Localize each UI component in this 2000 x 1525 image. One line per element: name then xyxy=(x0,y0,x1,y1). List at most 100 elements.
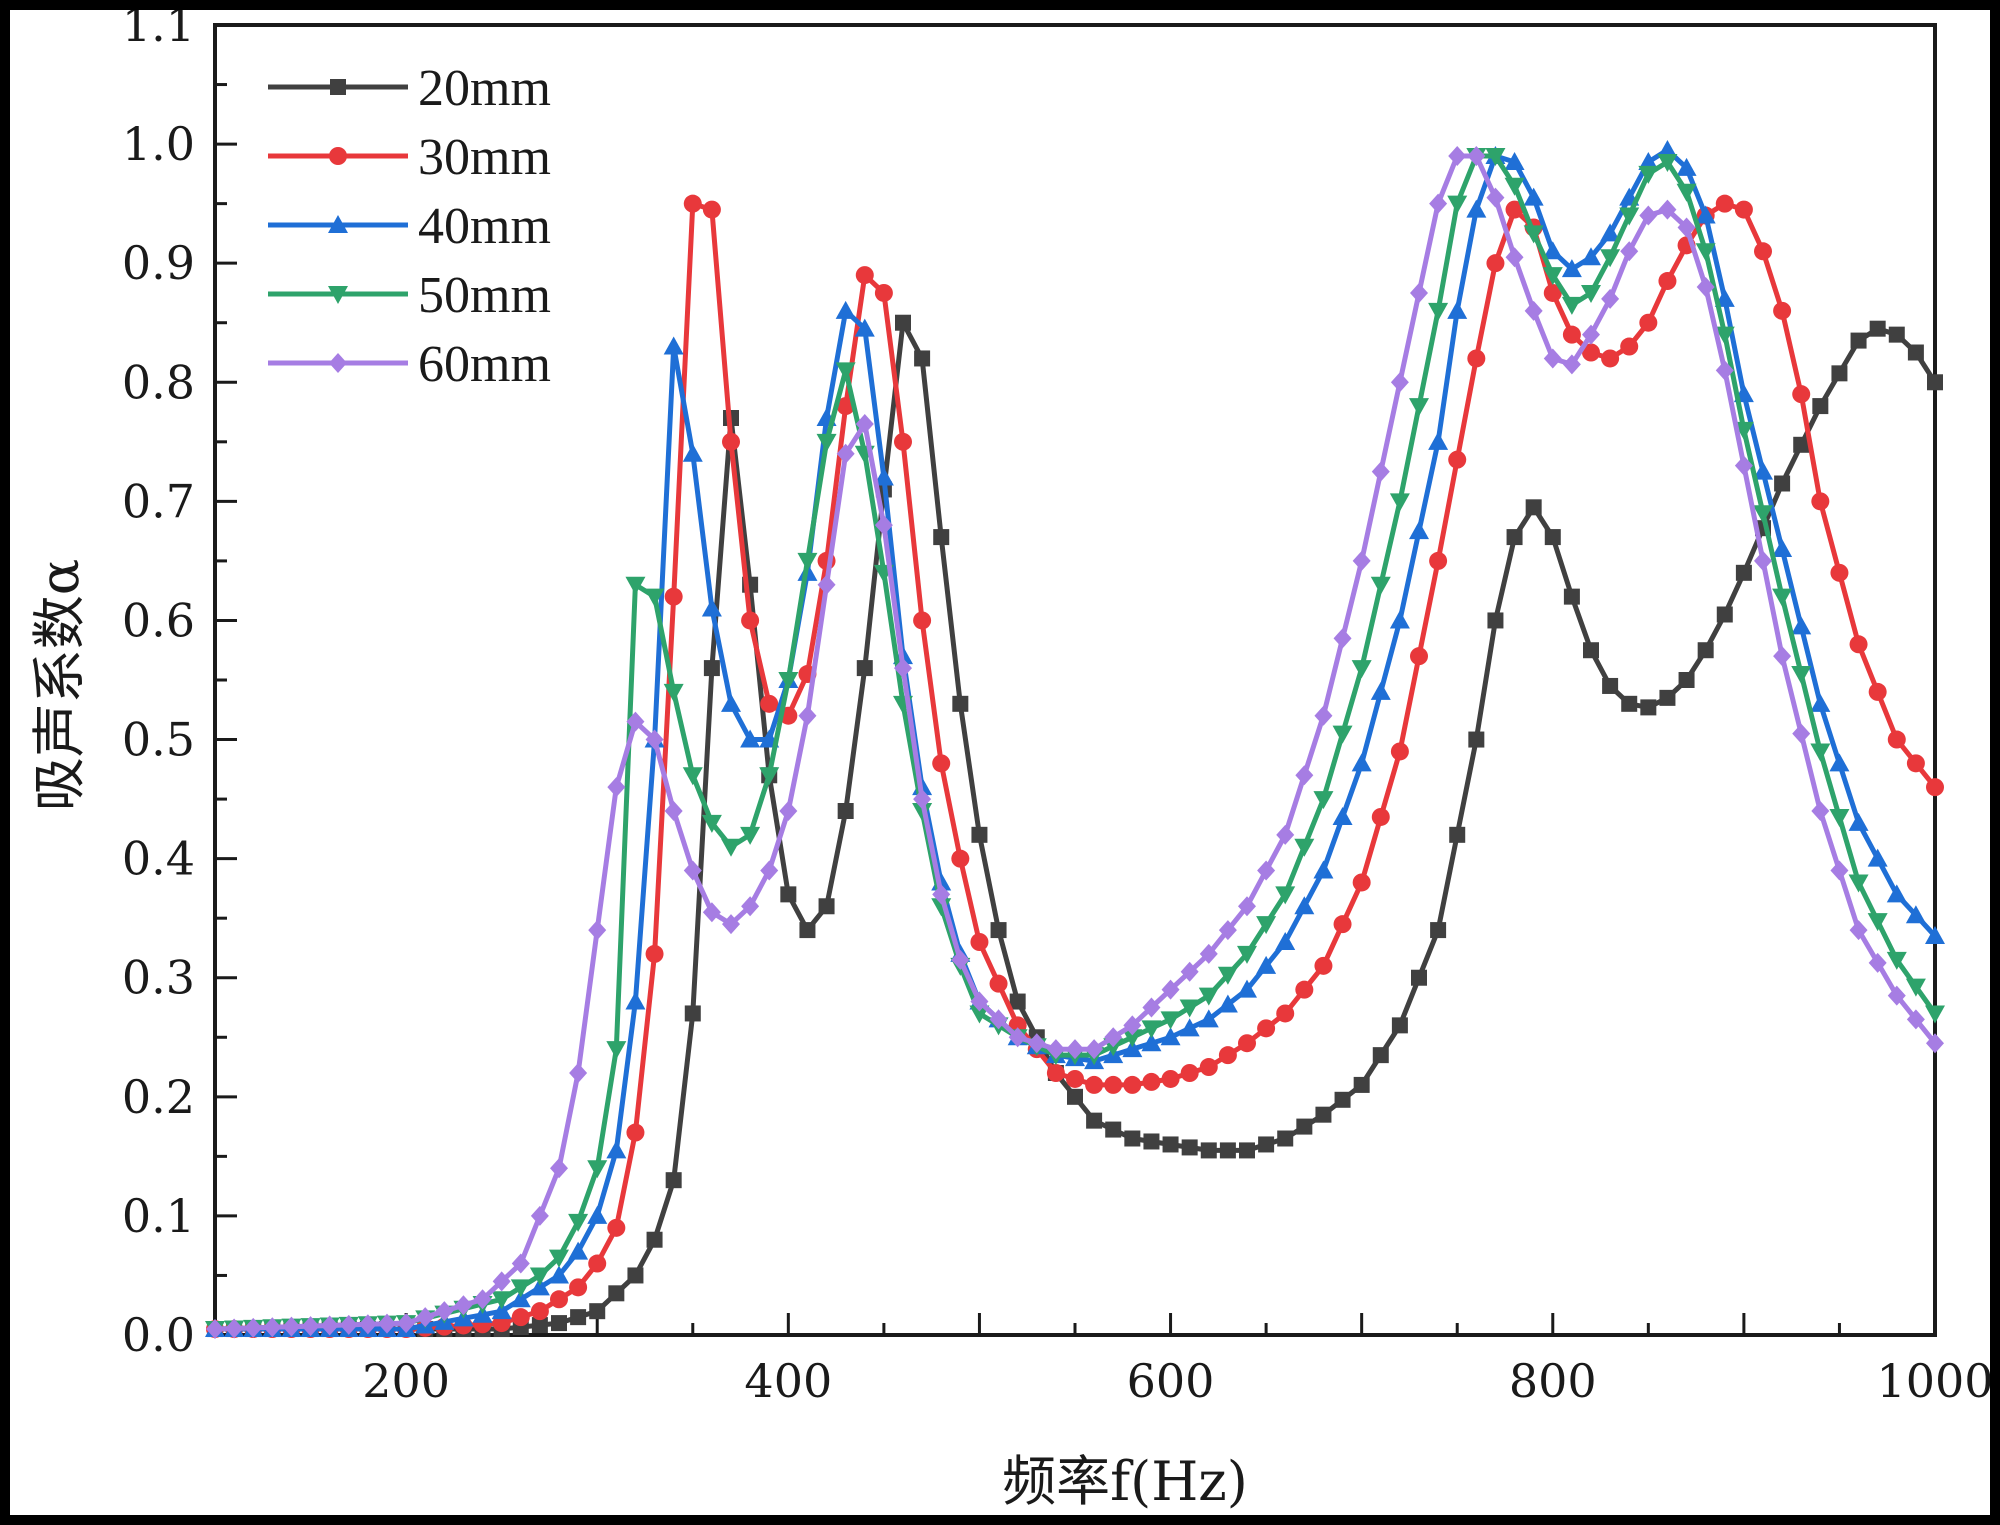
data-point-60mm xyxy=(511,1253,530,1274)
data-point-30mm xyxy=(722,432,740,451)
data-point-40mm xyxy=(1657,140,1678,159)
data-point-40mm xyxy=(1810,693,1831,712)
data-point-40mm xyxy=(721,693,741,712)
data-point-50mm xyxy=(529,1267,550,1286)
data-point-50mm xyxy=(644,588,665,607)
data-point-30mm xyxy=(913,611,932,630)
data-point-40mm xyxy=(1466,199,1487,218)
data-point-40mm xyxy=(740,729,761,748)
data-point-40mm xyxy=(1848,812,1869,831)
data-point-20mm xyxy=(1277,1130,1294,1147)
data-point-20mm xyxy=(570,1309,587,1326)
data-point-60mm xyxy=(1926,1033,1944,1054)
data-point-20mm xyxy=(1621,695,1638,712)
data-point-20mm xyxy=(837,803,854,819)
data-point-50mm xyxy=(759,767,780,786)
series-60mm xyxy=(206,146,1944,1340)
data-point-60mm xyxy=(1008,1027,1027,1048)
data-point-50mm xyxy=(606,1041,627,1060)
data-point-50mm xyxy=(778,672,799,690)
data-point-50mm xyxy=(1791,666,1812,685)
data-point-30mm xyxy=(1295,980,1314,999)
data-point-60mm xyxy=(473,1289,492,1310)
data-point-20mm xyxy=(1391,1017,1408,1034)
data-point-60mm xyxy=(1849,920,1868,941)
data-point-20mm xyxy=(1640,699,1657,716)
data-point-30mm xyxy=(1505,200,1524,219)
legend-item-50mm: 50mm xyxy=(268,267,551,324)
data-point-50mm xyxy=(1676,183,1697,202)
data-point-30mm xyxy=(1123,1075,1142,1094)
data-point-50mm xyxy=(1351,660,1372,679)
data-point-20mm xyxy=(1411,969,1427,986)
data-point-50mm xyxy=(1237,945,1257,964)
data-point-20mm xyxy=(1678,672,1695,688)
data-point-20mm xyxy=(1105,1121,1122,1138)
data-point-60mm xyxy=(1123,1015,1142,1036)
data-point-40mm xyxy=(682,443,703,462)
data-point-50mm xyxy=(682,767,703,786)
data-point-60mm xyxy=(1754,550,1772,571)
data-point-60mm xyxy=(1333,628,1352,649)
data-point-30mm xyxy=(760,694,779,713)
data-point-40mm xyxy=(1428,431,1449,450)
data-point-50mm xyxy=(1561,296,1582,315)
data-point-50mm xyxy=(969,1005,990,1024)
data-point-60mm xyxy=(1696,277,1715,297)
data-point-40mm xyxy=(663,336,684,355)
data-point-30mm xyxy=(1639,313,1658,332)
data-point-40mm xyxy=(1294,896,1315,915)
data-point-30mm xyxy=(1868,682,1887,701)
data-point-30mm xyxy=(836,397,855,416)
data-point-40mm xyxy=(1753,461,1773,480)
data-point-40mm xyxy=(1141,1033,1162,1052)
data-point-60mm xyxy=(626,711,645,732)
data-point-40mm xyxy=(1542,241,1563,260)
data-point-60mm xyxy=(1906,1009,1925,1030)
legend-label: 20mm xyxy=(418,60,551,117)
data-point-60mm xyxy=(1582,324,1600,345)
data-point-60mm xyxy=(1658,199,1677,220)
data-point-60mm xyxy=(1792,723,1811,744)
data-point-40mm xyxy=(1561,259,1582,278)
data-point-60mm xyxy=(702,902,721,923)
data-point-30mm xyxy=(1314,956,1333,975)
series-layer xyxy=(205,140,1945,1340)
data-point-20mm xyxy=(780,886,797,903)
y-tick-label: 0.2 xyxy=(122,1070,195,1124)
y-tick-label: 1.1 xyxy=(122,10,195,52)
data-point-60mm xyxy=(378,1313,396,1334)
data-point-20mm xyxy=(531,1317,548,1334)
data-point-40mm xyxy=(1504,151,1525,170)
data-point-40mm xyxy=(587,1205,608,1224)
data-point-60mm xyxy=(1486,187,1505,208)
data-point-20mm xyxy=(1735,564,1752,581)
data-point-30mm xyxy=(550,1290,568,1309)
y-tick-label: 0.1 xyxy=(122,1189,195,1243)
data-point-20mm xyxy=(952,695,969,712)
data-point-40mm xyxy=(1581,247,1601,266)
data-point-60mm xyxy=(1524,300,1543,321)
data-point-60mm xyxy=(1085,1039,1104,1060)
data-point-60mm xyxy=(855,413,874,434)
data-point-20mm xyxy=(1831,365,1848,382)
data-point-40mm xyxy=(1867,848,1888,867)
data-point-50mm xyxy=(1141,1020,1162,1039)
data-point-60mm xyxy=(206,1319,224,1340)
legend: 20mm 30mm 40mm 50mm 60mm xyxy=(268,60,551,393)
data-point-60mm xyxy=(1773,646,1792,667)
data-point-60mm xyxy=(339,1314,358,1335)
data-point-20mm xyxy=(1430,922,1447,939)
data-point-60mm xyxy=(779,801,798,821)
data-point-20mm xyxy=(799,922,816,939)
data-point-50mm xyxy=(1485,148,1506,166)
data-point-20mm xyxy=(1583,642,1599,659)
data-point-60mm xyxy=(416,1307,435,1328)
legend-marker xyxy=(329,147,347,165)
data-point-60mm xyxy=(989,1009,1008,1030)
data-point-40mm xyxy=(1122,1039,1143,1058)
data-point-30mm xyxy=(1715,194,1734,213)
data-point-50mm xyxy=(701,814,722,833)
data-point-40mm xyxy=(1695,205,1716,224)
data-point-20mm xyxy=(1296,1118,1313,1135)
